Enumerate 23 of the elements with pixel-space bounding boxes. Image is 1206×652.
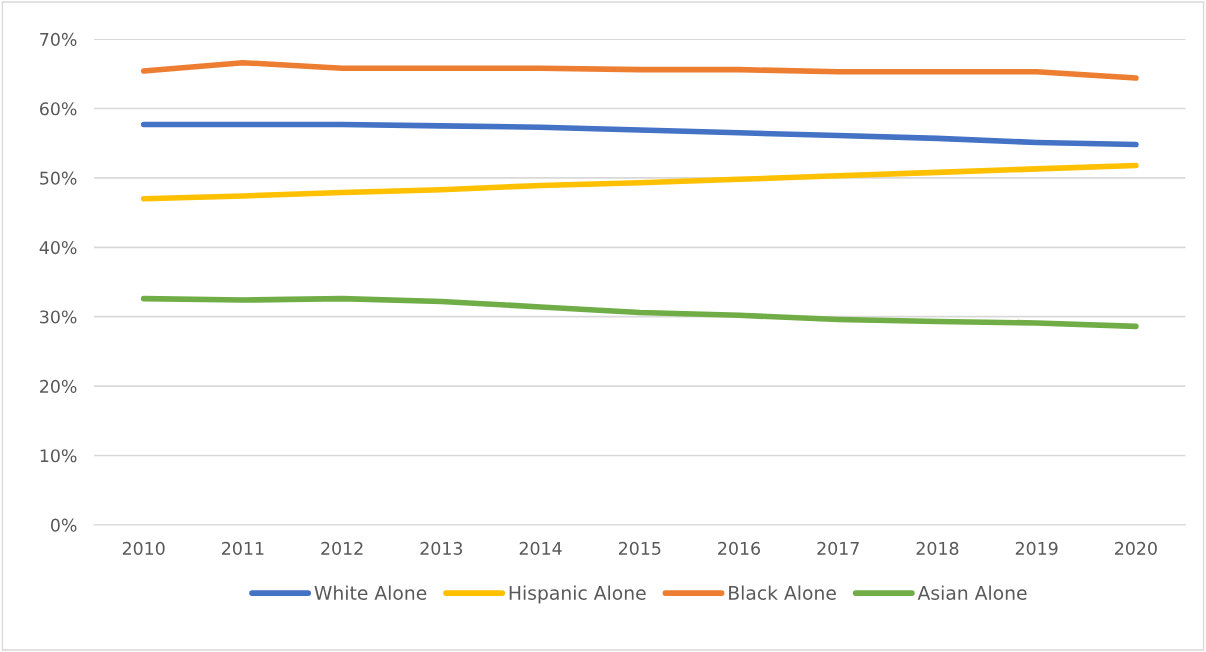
y-tick-label: 0% <box>51 518 77 532</box>
legend-label: Hispanic Alone <box>509 585 646 604</box>
y-tick-label: 60% <box>40 102 77 116</box>
y-tick-label: 40% <box>39 241 77 255</box>
y-tick-label: 20% <box>40 379 77 393</box>
x-tick-label: 2018 <box>916 541 959 555</box>
x-tick-label: 2013 <box>420 541 463 555</box>
legend-label: Black Alone <box>729 585 836 600</box>
x-tick-label: 2019 <box>1015 541 1058 555</box>
y-tick-label: 10% <box>40 449 77 463</box>
x-tick-label: 2017 <box>817 541 859 555</box>
x-tick-label: 2014 <box>519 541 562 555</box>
y-tick-label: 30% <box>40 310 77 324</box>
y-tick-label: 70% <box>40 32 77 46</box>
legend-label: Asian Alone <box>917 585 1027 600</box>
y-tick-label: 50% <box>40 171 77 185</box>
x-tick-label: 2011 <box>222 541 264 555</box>
x-tick-label: 2010 <box>122 541 165 555</box>
x-tick-label: 2016 <box>718 541 760 555</box>
x-tick-label: 2020 <box>1115 541 1157 555</box>
x-tick-label: 2012 <box>321 541 363 555</box>
legend-label: White Alone <box>314 585 427 600</box>
x-tick-label: 2015 <box>618 541 661 555</box>
